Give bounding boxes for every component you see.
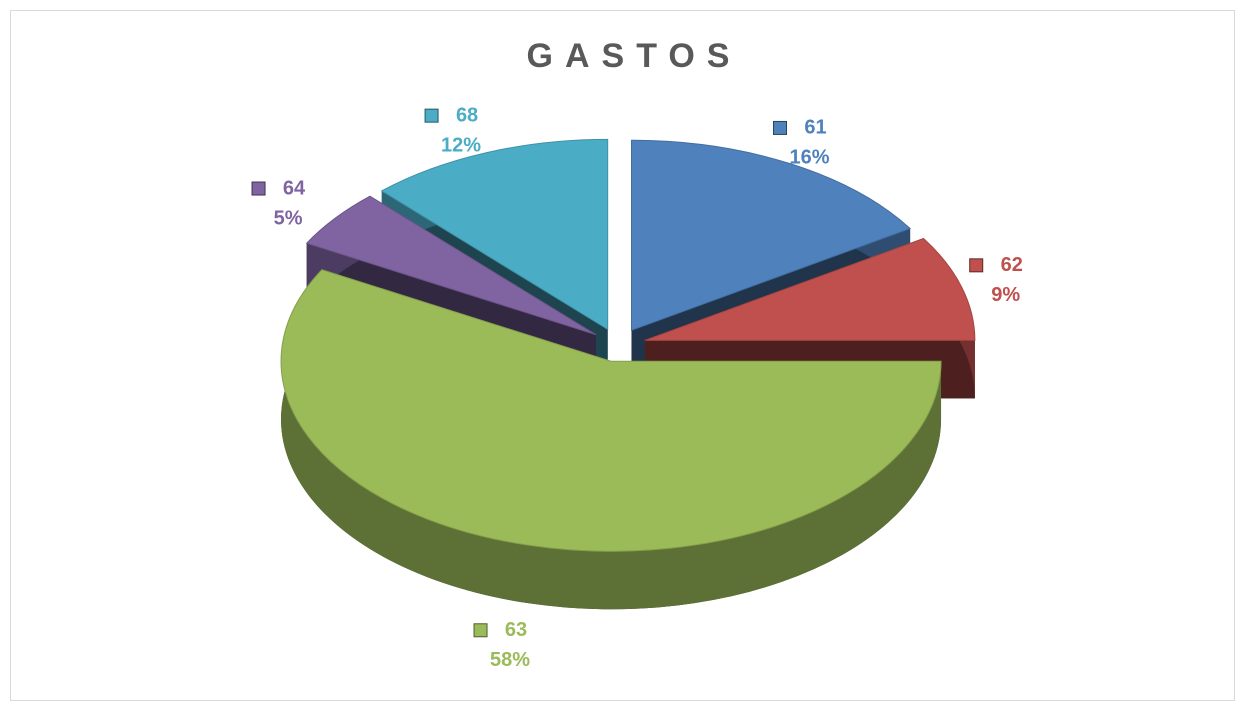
pie-slice (280, 269, 942, 610)
slice-top (644, 237, 976, 341)
category-label: 63 (505, 619, 527, 641)
slice-top (630, 139, 912, 331)
legend-key (773, 120, 788, 135)
category-label: 61 (804, 117, 826, 139)
legend-key (251, 181, 266, 196)
slice-top (280, 269, 942, 552)
slice-top (380, 138, 609, 331)
value-label: 9% (991, 284, 1020, 306)
category-label: 64 (283, 177, 306, 199)
value-label: 16% (790, 147, 830, 169)
chart-title: GASTOS (527, 37, 742, 75)
legend-key (473, 623, 488, 638)
legend-key (424, 108, 439, 123)
category-label: 62 (1001, 254, 1023, 276)
category-label: 68 (456, 104, 478, 126)
value-label: 12% (441, 134, 481, 156)
legend-key (969, 258, 984, 273)
slice-top (305, 195, 597, 336)
value-label: 5% (274, 207, 303, 229)
value-label: 58% (490, 649, 530, 671)
